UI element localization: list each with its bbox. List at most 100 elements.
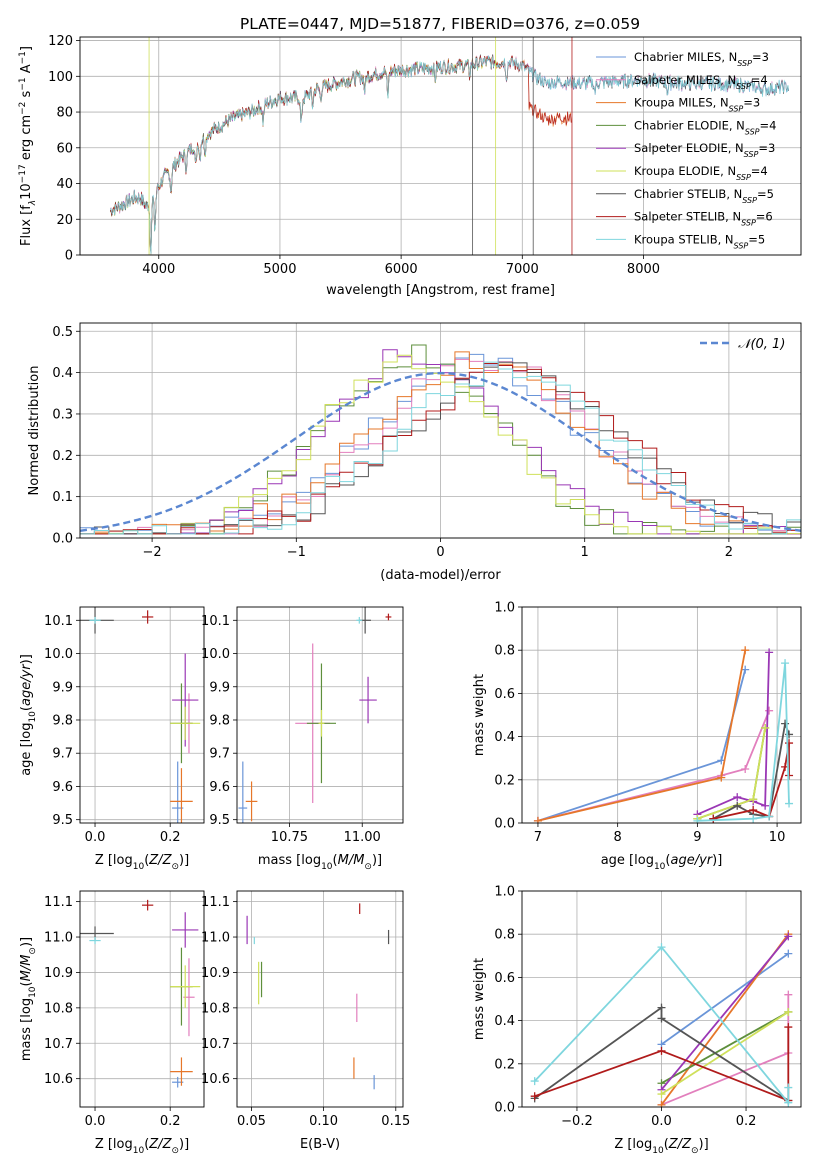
y-tick-label: 0.4 bbox=[52, 366, 73, 381]
weight-line bbox=[712, 720, 790, 820]
x-tick-label: −1 bbox=[287, 545, 306, 560]
weight-line bbox=[713, 742, 790, 820]
normal-legend-label: 𝒩(0, 1) bbox=[738, 337, 785, 352]
x-tick-label: 10 bbox=[769, 830, 786, 845]
x-tick-label: 0.2 bbox=[160, 1114, 181, 1129]
weight-marker bbox=[761, 801, 770, 810]
x-tick-label: 0.05 bbox=[237, 1114, 266, 1129]
weight-line bbox=[537, 669, 747, 822]
y-tick-label: 0.8 bbox=[494, 644, 515, 659]
weight-marker bbox=[709, 814, 718, 823]
y-tick-label: 120 bbox=[48, 34, 73, 49]
y-axis-label: mass weight bbox=[472, 674, 487, 756]
weight-marker bbox=[749, 814, 758, 823]
y-tick-label: 9.5 bbox=[209, 813, 230, 828]
x-axis-label: Z [log10(Z/Z⊙)] bbox=[614, 1137, 708, 1156]
y-tick-label: 9.5 bbox=[52, 813, 73, 828]
grid bbox=[237, 607, 403, 823]
y-axis-label: mass weight bbox=[472, 958, 487, 1040]
axes-frame bbox=[236, 606, 404, 824]
legend-label: Chabrier ELODIE, NSSP=4 bbox=[634, 118, 776, 136]
weight-series-salpeter-elodie bbox=[693, 648, 774, 819]
y-tick-label: 10.9 bbox=[201, 966, 230, 981]
y-tick-label: 0.0 bbox=[52, 532, 73, 547]
y-tick-label: 10.8 bbox=[201, 1001, 230, 1016]
legend-label: Salpeter ELODIE, NSSP=3 bbox=[634, 141, 775, 159]
legend-label: Kroupa ELODIE, NSSP=4 bbox=[634, 164, 768, 182]
y-tick-label: 0.6 bbox=[494, 687, 515, 702]
x-axis-label: wavelength [Angstrom, rest frame] bbox=[326, 283, 555, 298]
residual-histogram-panel: −2 −1 0 1 2 0.0 0.1 0.2 0.3 0.4 0.5 𝒩(0, 1) (data-mo… bbox=[27, 322, 802, 583]
legend-label: Kroupa STELIB, NSSP=5 bbox=[634, 232, 765, 250]
errorbar-kroupa-miles bbox=[245, 781, 258, 822]
x-axis-label: Z [log10(Z/Z⊙)] bbox=[95, 853, 189, 872]
weight-series-kroupa-stelib bbox=[693, 659, 794, 823]
weight-line bbox=[660, 952, 789, 1046]
x-axis-label: Z [log10(Z/Z⊙)] bbox=[95, 1137, 189, 1156]
spectrum-series-salpeter-stelib bbox=[109, 55, 572, 251]
x-axis-label: (data-model)/error bbox=[380, 568, 501, 583]
y-tick-label: 0.4 bbox=[494, 1014, 515, 1029]
y-tick-label: 0.2 bbox=[52, 449, 73, 464]
weight-marker bbox=[784, 949, 793, 958]
y-tick-label: 9.6 bbox=[52, 780, 73, 795]
weight-marker bbox=[741, 765, 750, 773]
x-tick-label: 8000 bbox=[627, 262, 660, 277]
weight-line bbox=[661, 1011, 789, 1095]
spectrum-series-chabrier-elodie bbox=[110, 56, 496, 251]
y-tick-label: 11.0 bbox=[201, 931, 230, 946]
x-tick-label: 10.75 bbox=[271, 830, 308, 845]
weight-series-salpeter-miles bbox=[657, 990, 793, 1107]
spectrum-panel: 4000 5000 6000 7000 8000 0 20 40 60 80 100 120 Chabr… bbox=[18, 34, 802, 298]
errorbar-kroupa-elodie bbox=[170, 965, 201, 1008]
x-tick-label: 0.15 bbox=[381, 1114, 410, 1129]
y-tick-label: 0.0 bbox=[494, 1101, 515, 1116]
weight-series-chabrier-miles bbox=[657, 949, 793, 1049]
x-tick-label: 0.0 bbox=[85, 830, 106, 845]
weight-marker bbox=[657, 1014, 666, 1023]
y-tick-label: 10.6 bbox=[44, 1072, 73, 1087]
y-tick-label: 1.0 bbox=[494, 601, 515, 616]
errorbar-kroupa-miles bbox=[170, 768, 193, 823]
mass-weight-vs-age-panel: 7 8 9 10 0.0 0.2 0.4 0.6 0.8 1.0 age [log10(age/yr… bbox=[472, 601, 802, 872]
histogram-series bbox=[80, 344, 801, 535]
weight-marker bbox=[530, 1092, 539, 1101]
weight-marker bbox=[784, 1098, 793, 1107]
y-tick-label: 10.1 bbox=[44, 614, 73, 629]
errorbar-salpeter-elodie bbox=[359, 676, 377, 724]
x-tick-label: 0.10 bbox=[309, 1114, 338, 1129]
age-vs-metallicity-panel: 0.0 0.2 9.5 9.6 9.7 9.8 9.9 10.0 10.1 Z [log10(Z/… bbox=[19, 606, 205, 872]
errorbar-points bbox=[80, 607, 201, 823]
weight-marker bbox=[657, 1100, 666, 1107]
x-tick-label: 8 bbox=[614, 830, 622, 845]
weight-marker bbox=[785, 739, 794, 748]
errorbar-salpeter-elodie bbox=[172, 912, 199, 948]
y-tick-label: 9.7 bbox=[52, 747, 73, 762]
weight-marker bbox=[717, 773, 726, 782]
x-tick-label: 7000 bbox=[506, 262, 539, 277]
spectrum-legend: Chabrier MILES, NSSP=3 Salpeter MILES, NS… bbox=[596, 50, 776, 250]
age-vs-mass-panel: 10.75 11.00 9.5 9.6 9.7 9.8 9.9 10.0 10.1 mass [l… bbox=[201, 606, 404, 872]
axes-frame bbox=[79, 890, 205, 1108]
y-tick-label: 20 bbox=[56, 213, 73, 228]
spectrum-series-salpeter-elodie bbox=[109, 54, 496, 254]
y-tick-label: 80 bbox=[56, 106, 73, 121]
x-tick-label: −0.2 bbox=[561, 1114, 593, 1129]
x-tick-label: −2 bbox=[143, 545, 162, 560]
weight-marker bbox=[530, 1077, 539, 1086]
weight-marker bbox=[765, 706, 774, 715]
x-axis-label: age [log10(age/yr)] bbox=[601, 853, 723, 872]
y-tick-label: 0.0 bbox=[494, 817, 515, 832]
weight-marker bbox=[741, 646, 750, 655]
x-tick-label: 6000 bbox=[385, 262, 418, 277]
axes-frame bbox=[521, 890, 802, 1108]
normal-curve bbox=[80, 371, 801, 532]
errorbar-kroupa-miles bbox=[170, 1057, 193, 1086]
grid bbox=[80, 607, 204, 823]
weight-marker bbox=[784, 990, 793, 999]
y-tick-label: 100 bbox=[48, 70, 73, 85]
axes-frame bbox=[79, 36, 802, 256]
y-tick-label: 0.3 bbox=[52, 407, 73, 422]
weight-marker bbox=[785, 799, 794, 808]
legend-label: Salpeter MILES, NSSP=4 bbox=[634, 73, 768, 91]
